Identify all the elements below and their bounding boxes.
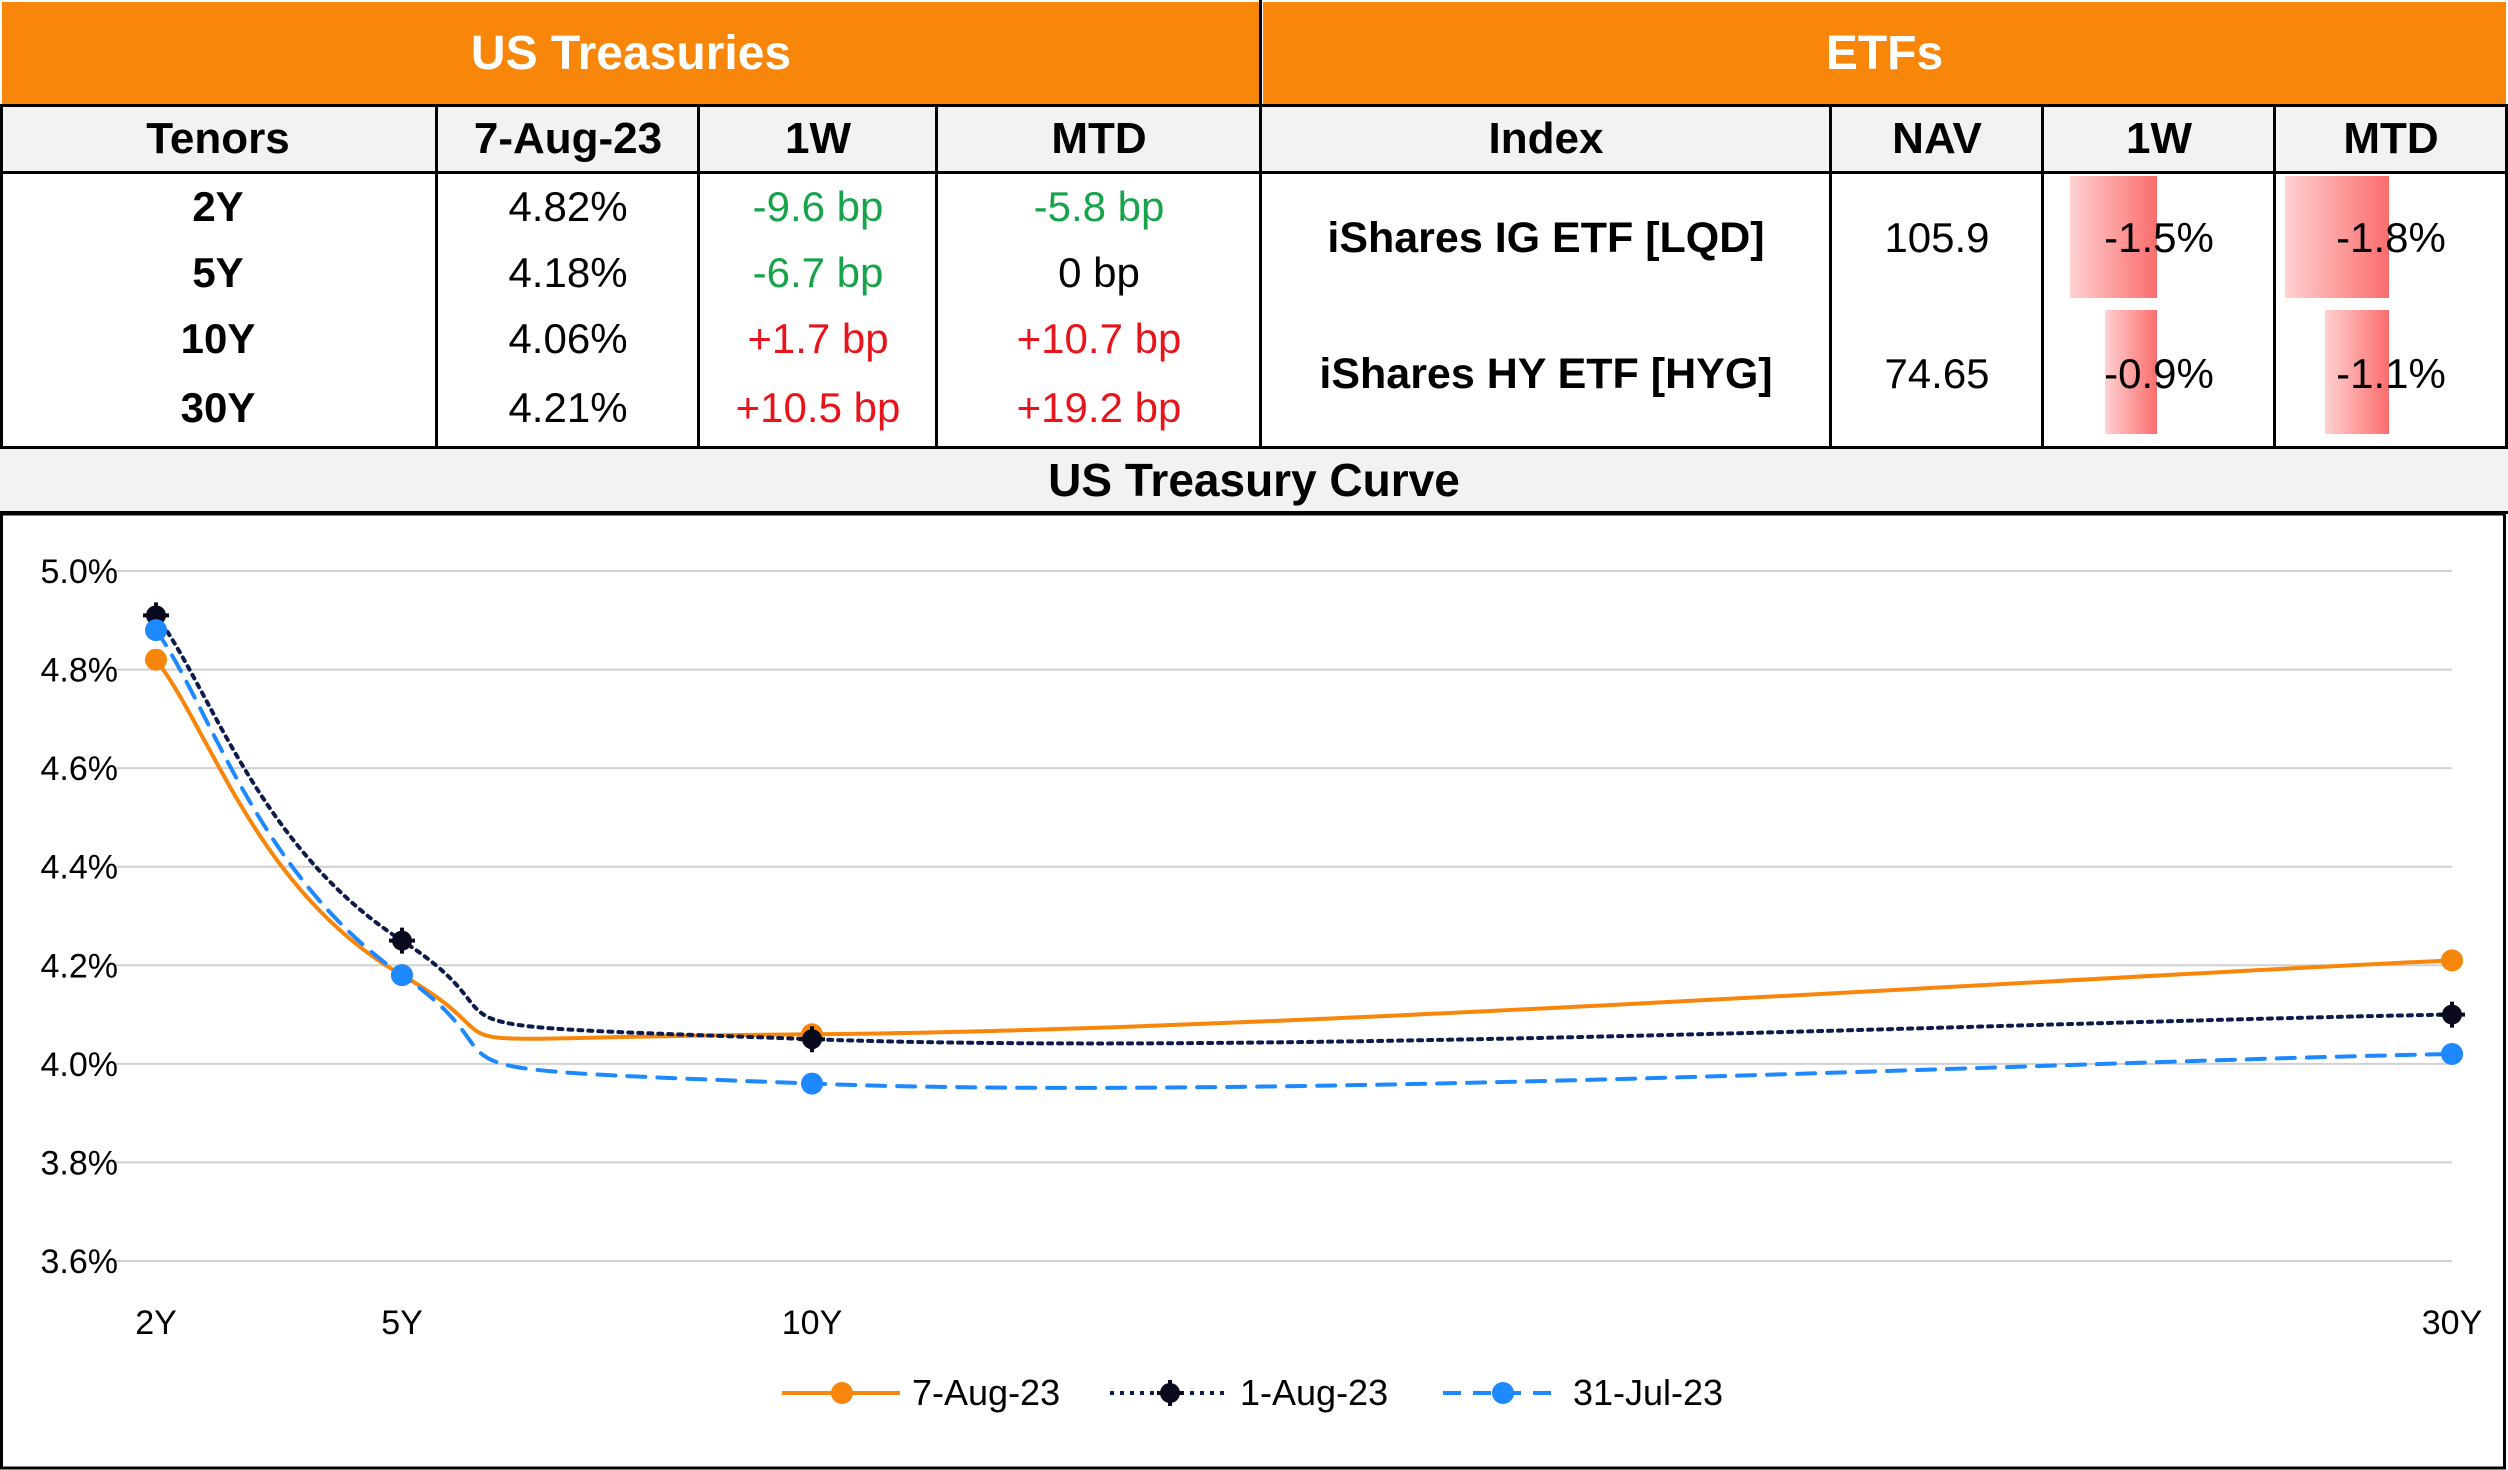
legend-marker-cross: [1157, 1380, 1183, 1406]
chart-title: US Treasury Curve: [0, 446, 2508, 514]
etf-1w-cell: -1.5%: [2104, 214, 2214, 261]
yield-cell: 4.18%: [508, 249, 628, 296]
y-tick-label: 4.0%: [41, 1046, 119, 1084]
series-line-1-Aug-23: [154, 613, 2454, 1046]
tenor-cell: 10Y: [180, 315, 256, 362]
table-divider: [935, 104, 938, 446]
yield-cell: 4.21%: [508, 384, 628, 431]
y-tick-label: 4.4%: [41, 849, 119, 887]
y-tick-label: 4.8%: [41, 652, 119, 690]
data-point-cross: [2439, 1001, 2465, 1028]
legend-label: 7-Aug-23: [912, 1372, 1060, 1413]
y-tick-label: 3.8%: [41, 1144, 119, 1182]
data-point: [145, 619, 167, 642]
change-1w-cell: +1.7 bp: [747, 315, 889, 362]
data-point: [145, 648, 167, 671]
x-tick-label: 10Y: [782, 1304, 843, 1342]
etf-mtd-cell: -1.8%: [2336, 214, 2446, 261]
change-mtd-cell: -5.8 bp: [1033, 183, 1165, 230]
col-index: Index: [1488, 114, 1604, 163]
data-point: [2441, 949, 2463, 972]
etf-nav-cell: 74.65: [1884, 350, 1990, 397]
table-divider: [2041, 104, 2044, 446]
legend-marker: [1492, 1382, 1514, 1404]
table-divider: [697, 104, 700, 446]
treasury-curve-chart: 3.6% 3.8% 4.0% 4.2% 4.4% 4.6% 4.8% 5.0% 2Y 5Y 10Y…: [0, 514, 2506, 1470]
y-tick-label: 4.2%: [41, 947, 119, 985]
col-etf-1w: 1W: [2126, 114, 2192, 163]
data-bar-lqd-mtd: [2285, 176, 2389, 298]
treasuries-title: US Treasuries: [470, 26, 792, 80]
chart-title-text: US Treasury Curve: [1048, 454, 1460, 506]
data-point: [801, 1072, 823, 1095]
change-1w-cell: +10.5 bp: [735, 384, 901, 431]
legend-marker: [831, 1382, 853, 1404]
change-1w-cell: -9.6 bp: [752, 183, 884, 230]
x-tick-label: 5Y: [381, 1304, 423, 1342]
col-tenors: Tenors: [146, 114, 290, 163]
data-point-cross: [389, 927, 415, 954]
column-header-row: Tenors 7-Aug-23 1W MTD Index NAV 1W MTD: [0, 104, 2508, 174]
legend-label: 1-Aug-23: [1240, 1372, 1388, 1413]
y-tick-label: 4.6%: [41, 750, 119, 788]
data-point: [2441, 1043, 2463, 1065]
etf-nav-cell: 105.9: [1884, 214, 1990, 261]
tenor-cell: 30Y: [180, 384, 256, 431]
change-1w-cell: -6.7 bp: [752, 249, 884, 296]
y-tick-label: 5.0%: [41, 553, 119, 591]
col-nav: NAV: [1892, 114, 1982, 163]
change-mtd-cell: 0 bp: [1058, 249, 1140, 296]
etf-index-cell: iShares HY ETF [HYG]: [1319, 349, 1773, 398]
etf-mtd-cell: -1.1%: [2336, 350, 2446, 397]
tenor-cell: 2Y: [192, 183, 244, 230]
etf-1w-cell: -0.9%: [2104, 350, 2214, 397]
data-point: [391, 964, 413, 987]
series-line-31-Jul-23: [154, 628, 2454, 1090]
tenor-cell: 5Y: [192, 249, 244, 296]
legend-label: 31-Jul-23: [1573, 1372, 1723, 1413]
change-mtd-cell: +19.2 bp: [1016, 384, 1182, 431]
x-tick-label: 30Y: [2422, 1304, 2483, 1342]
etfs-header: ETFs: [1263, 2, 2506, 104]
data-bar-hyg-1w: [2105, 310, 2157, 434]
series-line-7-Aug-23: [154, 657, 2454, 1041]
etfs-title: ETFs: [1825, 26, 1944, 80]
x-tick-label: 2Y: [135, 1304, 177, 1342]
col-treasury-1w: 1W: [785, 114, 851, 163]
treasuries-header: US Treasuries: [2, 2, 1260, 104]
table-divider: [435, 104, 438, 446]
y-tick-label: 3.6%: [41, 1243, 119, 1281]
table-border-right: [2505, 104, 2508, 446]
data-point-cross: [799, 1026, 825, 1053]
col-treasury-mtd: MTD: [1051, 114, 1147, 163]
yield-cell: 4.82%: [508, 183, 628, 230]
etf-index-cell: iShares IG ETF [LQD]: [1327, 213, 1765, 262]
yield-cell: 4.06%: [508, 315, 628, 362]
data-bar-lqd-1w: [2070, 176, 2157, 298]
change-mtd-cell: +10.7 bp: [1016, 315, 1182, 362]
table-border-left: [0, 104, 3, 446]
table-divider: [1829, 104, 1832, 446]
data-bar-hyg-mtd: [2325, 310, 2389, 434]
table-divider-main: [1259, 0, 1262, 446]
table-divider: [2273, 104, 2276, 446]
chart-frame: [0, 514, 2506, 1470]
col-date: 7-Aug-23: [473, 114, 663, 163]
col-etf-mtd: MTD: [2343, 114, 2439, 163]
